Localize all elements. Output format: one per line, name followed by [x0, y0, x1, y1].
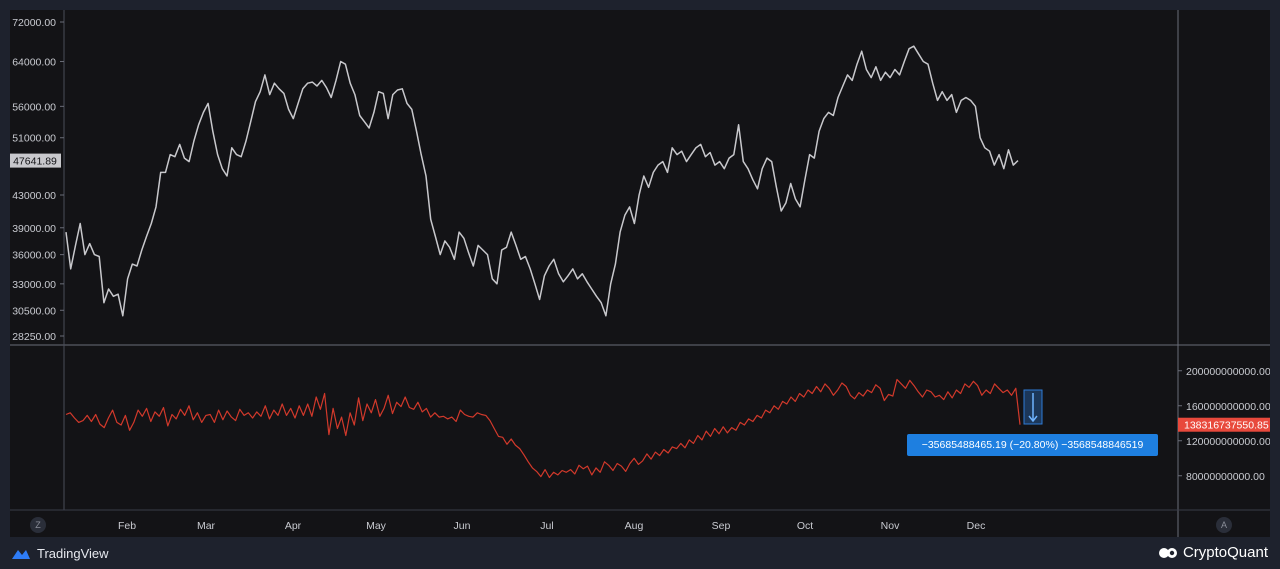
- zoom-reset-button[interactable]: Z: [30, 517, 46, 533]
- indicator-tick-label: 160000000000.00: [1186, 401, 1270, 413]
- price-tick-label: 30500.00: [12, 305, 56, 317]
- auto-scale-button[interactable]: A: [1216, 517, 1232, 533]
- indicator-axis: 200000000000.00 160000000000.00 1200000000…: [1178, 366, 1270, 483]
- month-label: Mar: [197, 520, 216, 532]
- time-axis: Feb Mar Apr May Jun Jul Aug Sep Oct Nov Dec: [118, 520, 985, 532]
- indicator-line: [65, 378, 1021, 479]
- month-label: Apr: [285, 520, 302, 532]
- footer-bar: TradingView CryptoQuant: [0, 537, 1280, 569]
- auto-scale-label: A: [1220, 520, 1227, 530]
- month-label: Dec: [967, 520, 986, 532]
- price-line: [65, 45, 1019, 317]
- month-label: Oct: [797, 520, 813, 532]
- month-label: Jul: [540, 520, 553, 532]
- month-label: Sep: [712, 520, 731, 532]
- price-tick-label: 64000.00: [12, 57, 56, 69]
- price-tick-label: 33000.00: [12, 279, 56, 291]
- indicator-tick-label: 200000000000.00: [1186, 366, 1270, 378]
- cryptoquant-logo-icon: [1158, 547, 1177, 558]
- tradingview-logo[interactable]: TradingView: [10, 546, 109, 561]
- chart-grid: [10, 10, 1270, 537]
- indicator-tick-label: 120000000000.00: [1186, 436, 1270, 448]
- tradingview-logo-icon: [12, 549, 30, 559]
- last-price-label: 47641.89: [13, 156, 57, 168]
- measure-arrow-head: [1028, 415, 1038, 423]
- chart-svg[interactable]: 72000.00 64000.00 56000.00 51000.00 47641.89…: [10, 10, 1270, 537]
- measure-tool: [1023, 389, 1043, 425]
- month-label: Aug: [625, 520, 644, 532]
- zoom-reset-label: Z: [35, 520, 41, 530]
- price-tick-label: 36000.00: [12, 250, 56, 262]
- price-tick-label: 43000.00: [12, 190, 56, 202]
- indicator-tick-label: 80000000000.00: [1186, 471, 1265, 483]
- cryptoquant-label: CryptoQuant: [1182, 544, 1268, 561]
- indicator-pane: [65, 378, 1021, 479]
- month-label: Jun: [454, 520, 471, 532]
- month-label: Nov: [881, 520, 900, 532]
- measure-tooltip: −35685488465.19 (−20.80%) −35685488​4651…: [907, 434, 1158, 456]
- month-label: Feb: [118, 520, 136, 532]
- last-indicator-label: 138316737550.85: [1184, 420, 1269, 432]
- chart-panel[interactable]: 72000.00 64000.00 56000.00 51000.00 47641.89…: [10, 10, 1270, 537]
- last-price-label-bg: [10, 153, 61, 168]
- price-tick-label: 51000.00: [12, 133, 56, 145]
- tradingview-label: TradingView: [37, 546, 109, 561]
- price-tick-label: 56000.00: [12, 101, 56, 113]
- price-pane: [65, 45, 1019, 317]
- month-label: May: [366, 520, 387, 532]
- price-tick-label: 72000.00: [12, 17, 56, 29]
- price-tick-label: 39000.00: [12, 223, 56, 235]
- price-tick-label: 28250.00: [12, 331, 56, 343]
- cryptoquant-logo: CryptoQuant: [1158, 544, 1268, 561]
- price-axis: 72000.00 64000.00 56000.00 51000.00 47641.89…: [10, 17, 64, 343]
- last-indicator-label-bg: [1178, 417, 1270, 432]
